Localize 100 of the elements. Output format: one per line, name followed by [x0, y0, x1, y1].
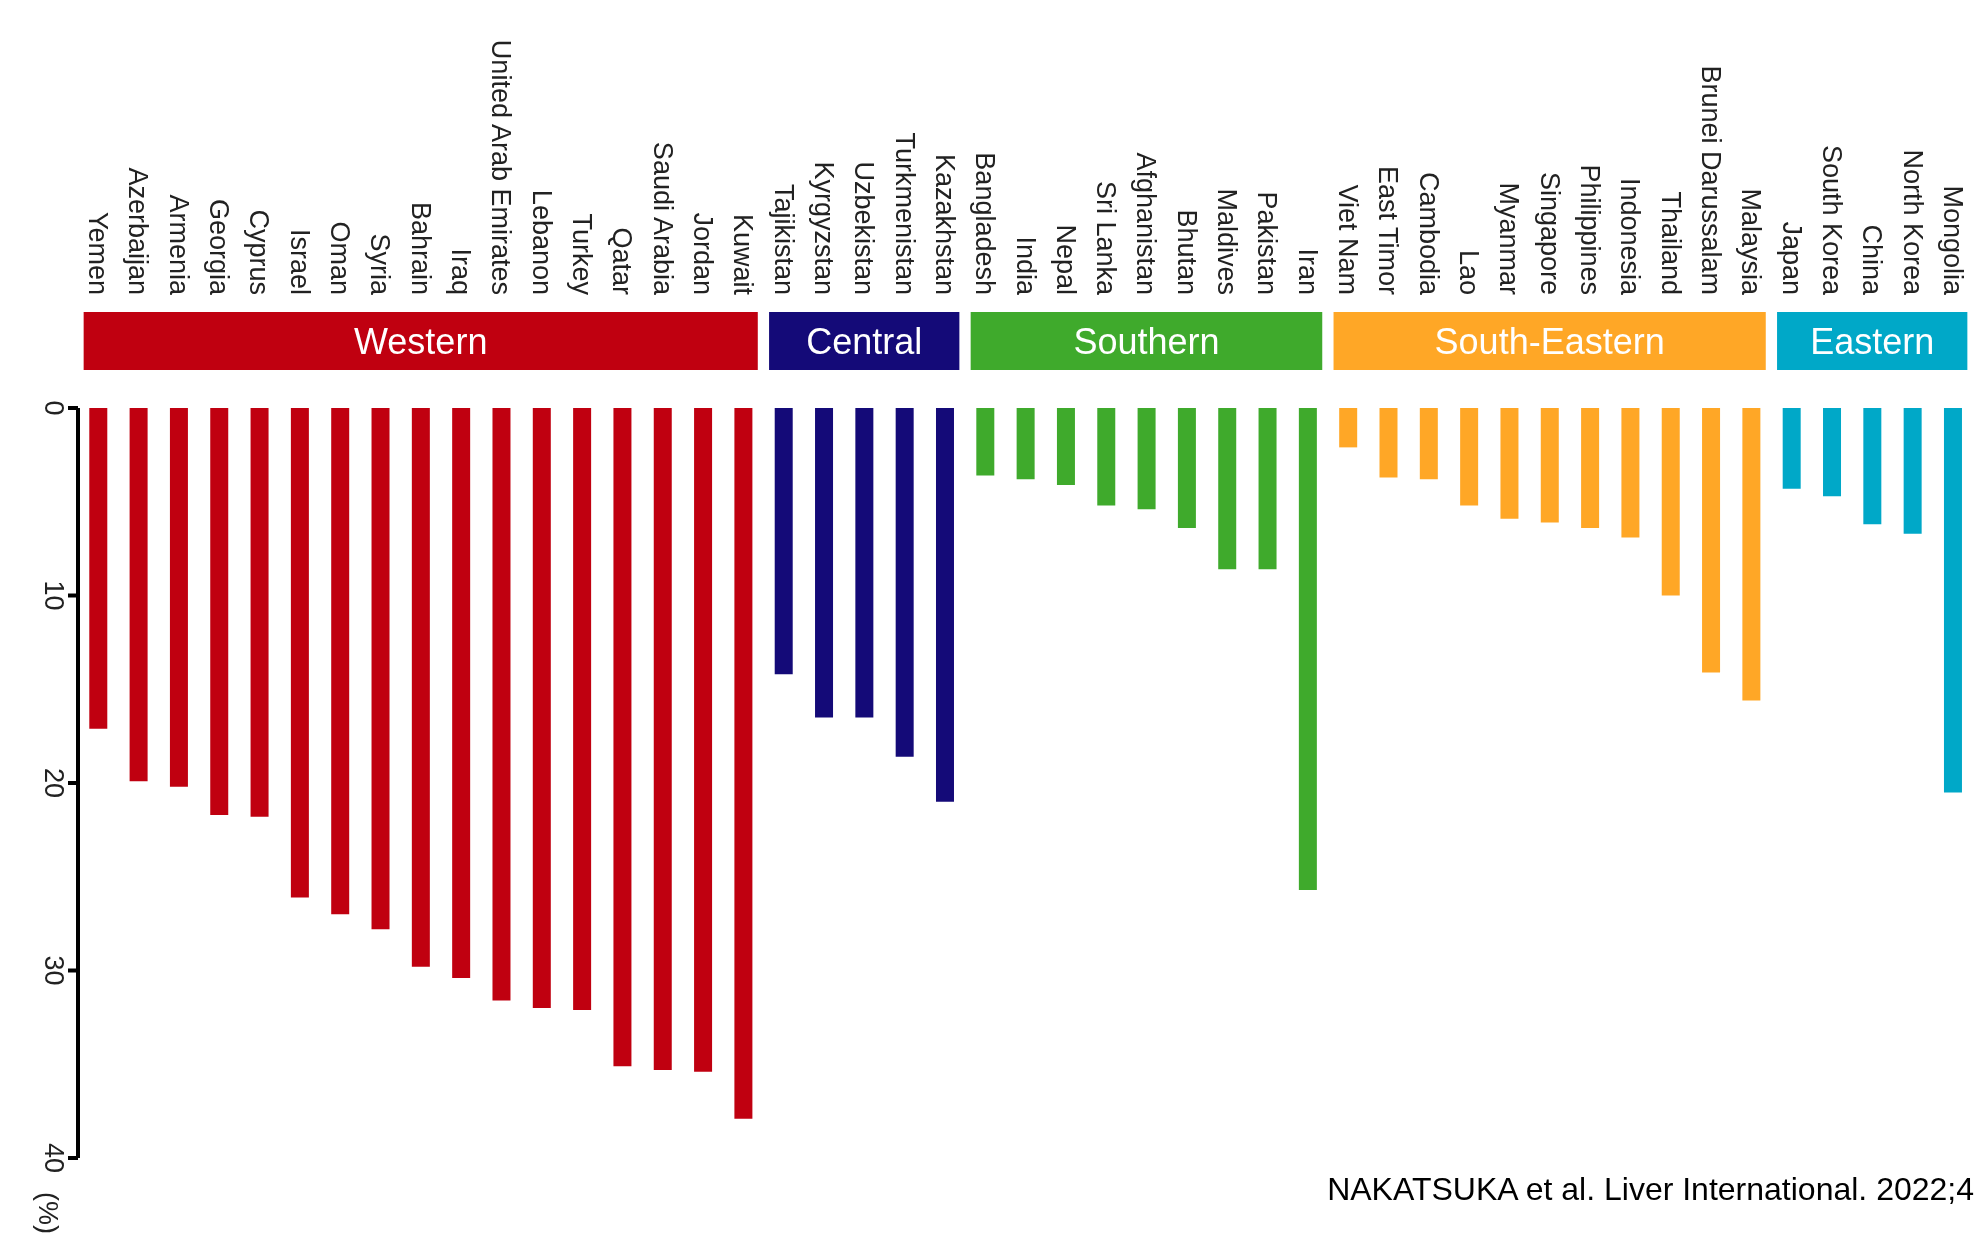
- bar: [1661, 408, 1680, 596]
- bar: [1500, 408, 1519, 519]
- x-tick-label: Turkey: [566, 213, 597, 296]
- bar: [1177, 408, 1196, 528]
- bar: [1258, 408, 1277, 570]
- x-tick-label: Qatar: [607, 227, 638, 295]
- x-tick-label: Afghanistan: [1131, 152, 1162, 295]
- bar: [1782, 408, 1801, 489]
- bar: [1379, 408, 1398, 478]
- bar: [452, 408, 471, 978]
- x-tick-label: Yemen: [83, 211, 114, 295]
- text: South-Eastern: [1434, 320, 1665, 362]
- x-tick-label: Pakistan: [1252, 191, 1283, 295]
- bar: [855, 408, 874, 718]
- x-tick-label: South Korea: [1816, 144, 1847, 296]
- x-tick-label: China: [1857, 224, 1888, 296]
- y-tick-label: 30: [39, 955, 69, 986]
- y-tick-label: 0: [39, 400, 69, 416]
- bar: [331, 408, 350, 915]
- x-tick-label: Turkmenistan: [889, 132, 920, 295]
- x-tick-label: Georgia: [204, 198, 235, 296]
- text: NAKATSUKA et al. Liver International. 2022;4: [1327, 1171, 1974, 1208]
- bar: [1903, 408, 1922, 534]
- bar: [1056, 408, 1075, 485]
- x-tick-label: Kazakhstan: [929, 153, 960, 295]
- bar: [653, 408, 672, 1070]
- x-tick-label: India: [1010, 236, 1041, 296]
- bar: [210, 408, 229, 815]
- bar: [734, 408, 753, 1119]
- x-tick-label: Brunei Darussalam: [1695, 65, 1726, 295]
- bar: [1137, 408, 1156, 510]
- bar: [290, 408, 309, 898]
- x-tick-label: Iraq: [446, 248, 477, 295]
- y-tick-label: 40: [39, 1142, 69, 1174]
- x-tick-label: Indonesia: [1615, 177, 1646, 296]
- text: Central: [806, 320, 923, 362]
- text: Western: [354, 320, 488, 362]
- x-tick-label: Bhutan: [1171, 209, 1202, 295]
- bar: [1097, 408, 1116, 506]
- x-tick-label: Cambodia: [1413, 171, 1444, 296]
- x-tick-label: Viet Nam: [1333, 184, 1364, 295]
- x-tick-label: East Timor: [1373, 165, 1404, 296]
- bar: [1460, 408, 1479, 506]
- bar: [89, 408, 108, 729]
- x-tick-label: Saudi Arabia: [647, 141, 678, 296]
- bar: [694, 408, 713, 1072]
- bar: [371, 408, 390, 930]
- bar: [1540, 408, 1559, 523]
- x-tick-label: Bahrain: [405, 201, 436, 295]
- bar: [1742, 408, 1761, 701]
- x-tick-label: Philippines: [1574, 164, 1605, 295]
- x-tick-label: Sri Lanka: [1091, 180, 1122, 296]
- y-tick-label: 10: [39, 580, 69, 611]
- bar: [1581, 408, 1600, 528]
- x-tick-label: Kuwait: [728, 213, 759, 296]
- x-tick-label: Uzbekistan: [849, 161, 880, 295]
- bar: [169, 408, 188, 787]
- bar: [250, 408, 269, 817]
- bar: [1298, 408, 1317, 890]
- x-tick-label: Azerbaijan: [123, 167, 154, 295]
- text: Eastern: [1810, 320, 1935, 362]
- bar: [1218, 408, 1237, 570]
- bar: [1419, 408, 1438, 480]
- x-tick-label: Cyprus: [244, 209, 275, 295]
- y-axis-title: (%): [33, 1192, 63, 1234]
- x-tick-label: Singapore: [1534, 171, 1565, 295]
- x-tick-label: Syria: [365, 233, 396, 296]
- text: Southern: [1073, 320, 1220, 362]
- bar: [1702, 408, 1721, 673]
- x-tick-label: Malaysia: [1736, 188, 1767, 296]
- x-tick-label: Myanmar: [1494, 182, 1525, 295]
- y-tick-label: 20: [39, 767, 69, 799]
- bar: [895, 408, 914, 757]
- bar: [129, 408, 148, 782]
- bar: [774, 408, 793, 675]
- bar: [1823, 408, 1842, 497]
- bar: [1339, 408, 1358, 448]
- bar: [492, 408, 511, 1001]
- x-tick-label: Maldives: [1212, 188, 1243, 295]
- x-tick-label: Bangladesh: [970, 152, 1001, 295]
- bar: [976, 408, 995, 476]
- x-tick-label: Nepal: [1050, 224, 1081, 295]
- x-tick-label: Mongolia: [1937, 185, 1968, 296]
- bar: [1016, 408, 1035, 480]
- x-tick-label: Thailand: [1655, 191, 1686, 295]
- x-tick-label: Jordan: [687, 212, 718, 295]
- bar: [815, 408, 834, 718]
- bar: [613, 408, 632, 1067]
- bar: [532, 408, 551, 1008]
- x-tick-label: Lebanon: [526, 189, 557, 295]
- x-tick-label: Iran: [1292, 248, 1323, 295]
- x-tick-label: Armenia: [163, 194, 194, 296]
- x-tick-label: Tajikistan: [768, 183, 799, 295]
- bar: [935, 408, 954, 802]
- x-tick-label: Oman: [325, 221, 356, 295]
- bar: [1943, 408, 1962, 793]
- bar: [573, 408, 592, 1010]
- x-tick-label: Japan: [1776, 221, 1807, 295]
- x-tick-label: Lao: [1454, 249, 1485, 295]
- bar: [1621, 408, 1640, 538]
